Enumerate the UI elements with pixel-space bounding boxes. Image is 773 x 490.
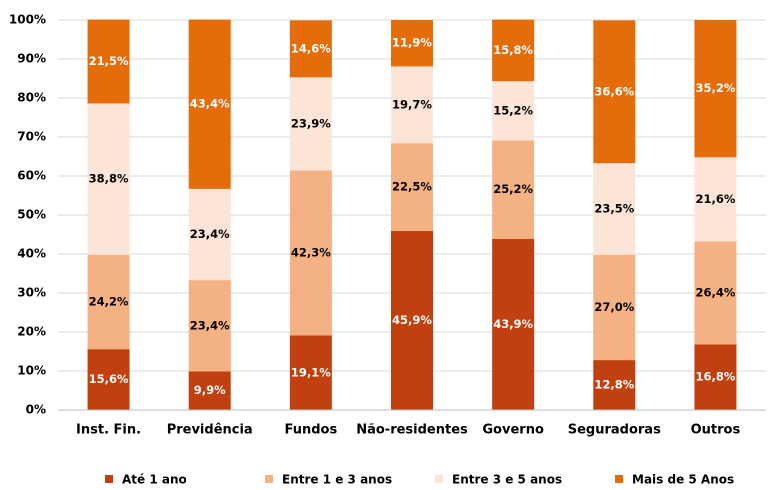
data-label: 38,8% [89,172,129,186]
bar-segment [391,230,433,410]
bar-segment [391,66,433,144]
data-label: 19,1% [291,365,331,379]
legend-label: Entre 1 e 3 anos [282,473,392,487]
x-tick-label: Inst. Fin. [76,423,141,438]
bar-segment [492,238,535,410]
data-label: 19,7% [392,97,432,111]
y-tick-label: 20% [17,325,46,339]
data-label: 45,9% [392,313,432,327]
data-label: 12,8% [594,378,634,392]
data-label: 22,5% [392,180,432,194]
data-label: 16,8% [695,370,735,384]
data-label: 15,6% [89,372,129,386]
legend-swatch [615,475,623,483]
x-tick-label: Não-residentes [356,423,468,438]
y-tick-label: 50% [17,208,46,222]
data-label: 21,5% [89,54,129,68]
data-label: 35,2% [695,81,735,95]
legend-label: Mais de 5 Anos [632,473,734,487]
legend-label: Até 1 ano [122,473,187,487]
bar-segment [289,20,332,78]
bar-segment [289,77,332,171]
y-tick-label: 60% [17,169,46,183]
bar-segment [492,19,535,82]
x-tick-label: Seguradoras [568,423,661,438]
data-label: 43,4% [190,97,230,111]
bar-segment [87,19,130,104]
data-label: 42,3% [291,246,331,260]
data-label: 27,0% [594,300,634,314]
bar-segment [87,349,130,410]
data-label: 24,2% [89,294,129,308]
data-label: 15,2% [493,103,533,117]
data-label: 21,6% [695,192,735,206]
data-label: 9,9% [194,383,226,397]
y-tick-label: 10% [17,364,46,378]
legend-label: Entre 3 e 5 anos [452,473,562,487]
bar-segment [391,143,433,231]
data-label: 15,8% [493,43,533,57]
data-label: 26,4% [695,286,735,300]
bar-segment [593,20,636,164]
bar-segment [694,344,737,410]
data-label: 23,4% [190,227,230,241]
y-tick-label: 70% [17,130,46,144]
bar-segment [492,140,535,239]
bar-segment [694,241,737,345]
y-tick-label: 80% [17,91,46,105]
x-tick-label: Fundos [284,423,337,438]
bar-segment [289,170,332,336]
bar-segment [492,81,535,141]
bar-segment [391,20,433,67]
bar-segment [87,103,130,255]
bar-segment [87,254,130,350]
x-tick-label: Previdência [167,423,253,438]
data-label: 23,9% [291,116,331,130]
y-tick-label: 40% [17,247,46,261]
data-label: 14,6% [291,41,331,55]
bar-segment [694,20,737,158]
data-label: 25,2% [493,182,533,196]
y-tick-label: 30% [17,286,46,300]
data-label: 11,9% [392,36,432,50]
bar-segment [188,188,231,281]
x-tick-label: Outros [691,423,741,438]
bar-segment [593,360,636,410]
data-label: 36,6% [594,84,634,98]
x-tick-label: Governo [482,423,544,438]
bar-segment [188,371,231,410]
bar-segment [188,19,231,189]
legend-swatch [105,475,113,483]
bar-segment [289,335,332,410]
data-label: 23,5% [594,201,634,215]
legend-swatch [265,475,273,483]
bar-segment [593,254,636,361]
y-tick-label: 0% [26,403,46,417]
bar-segment [694,157,737,242]
bar-segment [593,163,636,255]
y-tick-label: 90% [17,52,46,66]
data-label: 23,4% [190,318,230,332]
bar-segment [188,280,231,372]
legend-swatch [435,475,443,483]
data-label: 43,9% [493,317,533,331]
y-tick-label: 100% [9,13,46,27]
